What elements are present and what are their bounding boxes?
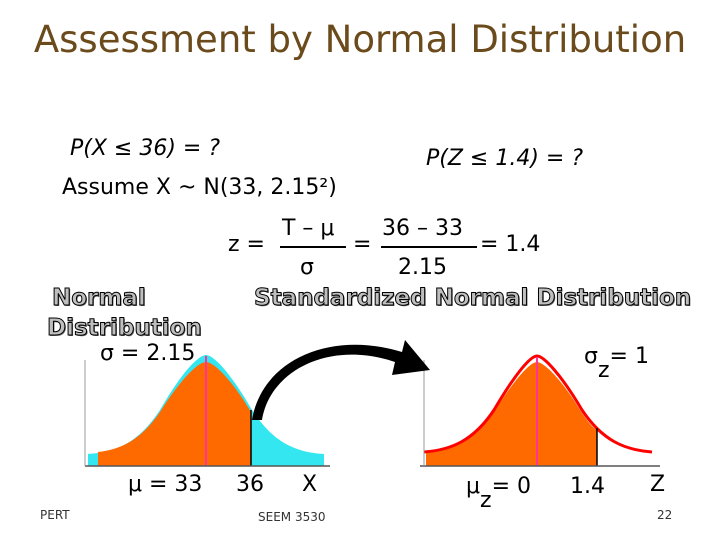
right-curve-outline xyxy=(423,354,653,454)
mu-left-label: μ = 33 xyxy=(128,472,203,497)
formula-z-eq: z = xyxy=(228,232,265,257)
x-axis-label: X xyxy=(302,472,318,497)
prob-x-question: P(X ≤ 36) = ? xyxy=(70,136,221,161)
slide-title: Assessment by Normal Distribution xyxy=(33,18,687,61)
sigma-left: σ = 2.15 xyxy=(100,341,196,366)
formula-num1: T – μ xyxy=(282,216,335,241)
left-curve-shaded-area xyxy=(98,362,251,466)
formula-result: = 1.4 xyxy=(480,232,541,257)
sigma-z: σz= 1 xyxy=(584,344,649,383)
transform-arrow xyxy=(252,340,430,420)
x-value-36: 36 xyxy=(236,472,264,497)
mu-z-subscript: z xyxy=(480,488,492,513)
z-value-14: 1.4 xyxy=(570,474,605,499)
fraction-bar-1 xyxy=(280,246,346,248)
left-normal-curve xyxy=(84,355,330,467)
mu-z-value: = 0 xyxy=(491,474,531,499)
prob-z-question: P(Z ≤ 1.4) = ? xyxy=(426,146,584,171)
normal-label-line1: Normal xyxy=(52,285,147,312)
standardized-label: Standardized Normal Distribution xyxy=(253,285,692,312)
formula-eq: = xyxy=(353,232,372,257)
normal-label-line2: Distribution xyxy=(47,315,203,342)
mu-z: μz= 0 xyxy=(466,474,531,513)
footer-center: SEEM 3530 xyxy=(258,510,326,524)
assume-statement: Assume X ~ N(33, 2.15²) xyxy=(62,175,337,200)
right-normal-curve xyxy=(420,354,660,467)
formula-num2: 36 – 33 xyxy=(382,216,463,241)
footer-left: PERT xyxy=(40,508,70,522)
right-curve-shaded-area xyxy=(426,362,597,466)
formula-den2: 2.15 xyxy=(398,255,447,280)
z-axis-label: Z xyxy=(650,472,666,497)
fraction-bar-2 xyxy=(381,246,477,248)
page-number: 22 xyxy=(657,508,673,522)
sigma-z-subscript: z xyxy=(597,358,610,383)
sigma-z-value: = 1 xyxy=(609,344,649,369)
formula-den1: σ xyxy=(300,255,314,280)
mu-z-symbol: μ xyxy=(466,474,480,499)
sigma-z-symbol: σ xyxy=(584,344,598,369)
assume-text: Assume X ~ N(33, 2.15²) xyxy=(62,175,337,200)
